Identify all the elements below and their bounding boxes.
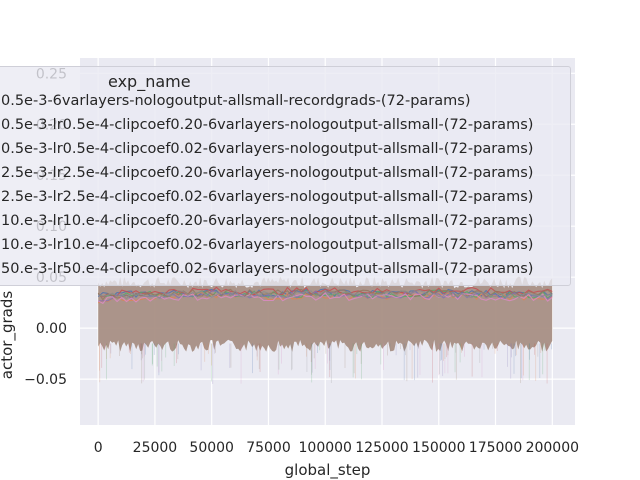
y-axis-label: actor_grads (0, 291, 17, 380)
x-tick-label: 175000 (469, 440, 522, 456)
legend-entry: 0.5e-3-lr0.5e-4-clipcoef0.02-6varlayers-… (1, 141, 534, 157)
x-tick-label: 150000 (412, 440, 465, 456)
gradient-band (98, 276, 553, 352)
series-line (98, 289, 553, 300)
legend-entry: 50.e-3-lr50.e-4-clipcoef0.02-6varlayers-… (1, 261, 534, 277)
x-tick-label: 125000 (355, 440, 408, 456)
series-line (97, 286, 553, 298)
series-7 (97, 292, 553, 305)
series-line (97, 292, 553, 305)
y-tick-label: 0.00 (36, 321, 67, 337)
band-layer (98, 276, 553, 384)
series-line (97, 291, 553, 304)
x-tick-label: 25000 (133, 440, 178, 456)
x-tick-label: 100000 (299, 440, 352, 456)
x-tick-labels: 0 25000 50000 75000 100000 125000 150000 175000… (94, 440, 579, 456)
x-tick-label: 75000 (246, 440, 291, 456)
legend-entry: 2.5e-3-lr2.5e-4-clipcoef0.20-6varlayers-… (1, 165, 534, 181)
legend-entry: 0.5e-3-lr0.5e-4-clipcoef0.20-6varlayers-… (1, 117, 534, 133)
series-8 (98, 289, 553, 300)
series-layer (97, 286, 553, 305)
legend: exp_name 0.5e-3-6varlayers-nologoutput-a… (0, 66, 571, 286)
legend-entry: 2.5e-3-lr2.5e-4-clipcoef0.02-6varlayers-… (1, 189, 534, 205)
legend-entry: 10.e-3-lr10.e-4-clipcoef0.02-6varlayers-… (1, 237, 534, 253)
x-tick-label: 200000 (526, 440, 579, 456)
legend-entry: 0.5e-3-6varlayers-nologoutput-allsmall-r… (1, 93, 471, 109)
x-tick-label: 0 (94, 440, 103, 456)
x-tick-label: 50000 (189, 440, 234, 456)
x-axis-label: global_step (285, 461, 371, 480)
legend-entry: 10.e-3-lr10.e-4-clipcoef0.20-6varlayers-… (1, 213, 534, 229)
legend-title: exp_name (108, 72, 191, 91)
y-tick-label: −0.05 (24, 372, 67, 388)
series-2 (97, 291, 553, 304)
series-4 (97, 286, 553, 298)
